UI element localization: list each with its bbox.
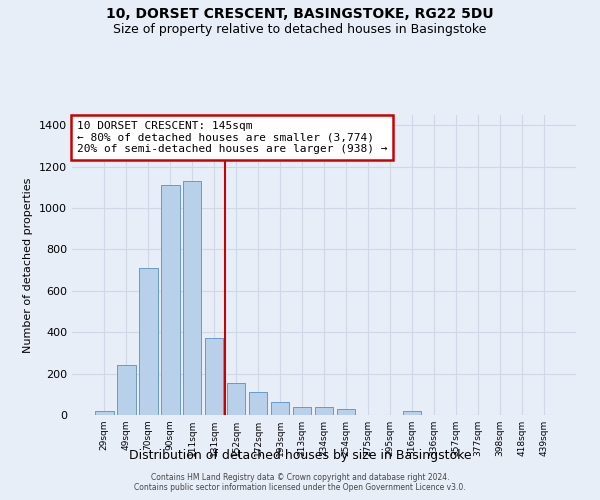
Y-axis label: Number of detached properties: Number of detached properties [23, 178, 34, 352]
Bar [337, 409, 355, 415]
Bar [183, 181, 202, 415]
Bar [161, 186, 179, 415]
Text: 10 DORSET CRESCENT: 145sqm
← 80% of detached houses are smaller (3,774)
20% of s: 10 DORSET CRESCENT: 145sqm ← 80% of deta… [77, 121, 388, 154]
Text: Contains public sector information licensed under the Open Government Licence v3: Contains public sector information licen… [134, 483, 466, 492]
Text: 10, DORSET CRESCENT, BASINGSTOKE, RG22 5DU: 10, DORSET CRESCENT, BASINGSTOKE, RG22 5… [106, 8, 494, 22]
Bar [403, 411, 421, 415]
Bar [205, 338, 223, 415]
Bar [139, 268, 158, 415]
Text: Size of property relative to detached houses in Basingstoke: Size of property relative to detached ho… [113, 22, 487, 36]
Bar [117, 366, 136, 415]
Bar [293, 406, 311, 415]
Bar [314, 406, 334, 415]
Text: Contains HM Land Registry data © Crown copyright and database right 2024.: Contains HM Land Registry data © Crown c… [151, 473, 449, 482]
Bar [95, 411, 113, 415]
Text: Distribution of detached houses by size in Basingstoke: Distribution of detached houses by size … [128, 448, 472, 462]
Bar [249, 392, 268, 415]
Bar [227, 383, 245, 415]
Bar [271, 402, 289, 415]
